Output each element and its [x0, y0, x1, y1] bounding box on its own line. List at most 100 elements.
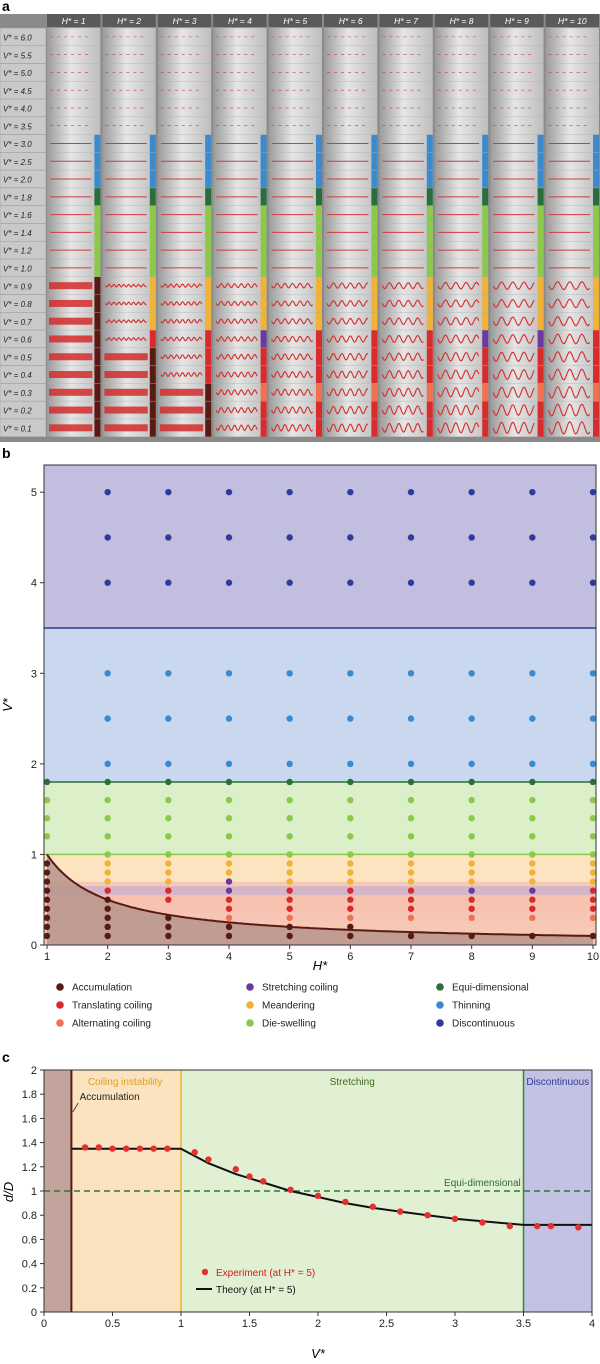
- legend-label: Discontinuous: [452, 1019, 515, 1030]
- point-thinning: [225, 670, 233, 677]
- regime-color-bar: [482, 365, 489, 384]
- regime-color-bar: [94, 365, 101, 384]
- filament-coiled: [104, 283, 147, 288]
- regime-color-bar: [537, 276, 544, 295]
- experiment-point: [150, 1145, 157, 1152]
- region-labels-c: Coiling instability Accumulation Stretchin…: [72, 1077, 589, 1113]
- regime-color-bar: [593, 383, 599, 402]
- regime-color-bar: [426, 418, 433, 437]
- point-accumulation: [165, 914, 172, 922]
- filament-coiled: [271, 353, 313, 361]
- regime-color-bar: [426, 347, 433, 366]
- filament-coiled: [271, 335, 313, 343]
- regime-color-bar: [371, 276, 378, 295]
- region-label: Accumulation: [80, 1092, 140, 1103]
- point-translating-coiling: [407, 887, 415, 894]
- regime-color-bar: [260, 170, 267, 188]
- regime-color-bar: [260, 312, 267, 331]
- regime-color-bar: [94, 205, 101, 224]
- filament-coiled: [437, 281, 480, 290]
- point-equi-dimensional: [165, 778, 172, 786]
- filament-coiled: [271, 318, 313, 325]
- point-equi-dimensional: [468, 778, 475, 786]
- regime-color-bar: [482, 294, 489, 313]
- filament-accumulation: [49, 424, 93, 432]
- regime-color-bar: [371, 401, 378, 419]
- regime-color-bar: [593, 276, 599, 295]
- y-tick-label: 1: [31, 1186, 37, 1198]
- point-equi-dimensional: [347, 778, 354, 786]
- legend-label: Translating coiling: [72, 1001, 152, 1012]
- column-header-bg: [324, 14, 378, 27]
- filament-coiled: [271, 282, 313, 289]
- experiment-point: [547, 1222, 555, 1230]
- filament-coiled: [215, 282, 258, 289]
- regime-color-bar: [593, 241, 599, 260]
- regime-color-bar: [482, 170, 489, 188]
- regime-color-bar: [593, 259, 599, 277]
- regime-color-bar: [260, 365, 267, 384]
- regime-color-bar: [260, 223, 267, 242]
- point-accumulation: [589, 932, 597, 940]
- filament-coiled: [381, 405, 424, 416]
- point-thinning: [165, 715, 172, 722]
- point-translating-coiling: [407, 905, 415, 912]
- panel-b-label: b: [2, 445, 11, 461]
- filament-coiled: [160, 336, 203, 342]
- regime-color-bar: [94, 187, 101, 206]
- regime-color-bar: [537, 205, 544, 224]
- experiment-point: [479, 1219, 486, 1226]
- regime-points: [43, 488, 597, 940]
- legend-marker: [56, 1019, 64, 1027]
- x-tick-label: 2.5: [379, 1318, 394, 1330]
- point-discontinuous: [407, 534, 415, 541]
- column-header: H* = 8: [450, 16, 474, 26]
- point-translating-coiling: [468, 896, 475, 903]
- region-label: Coiling instability: [88, 1077, 162, 1088]
- y-tick-label: 1.8: [22, 1089, 37, 1101]
- point-die-swelling: [468, 815, 475, 822]
- row-label: V* = 4.5: [3, 87, 32, 96]
- point-equi-dimensional: [529, 778, 536, 786]
- filament-coiled: [215, 371, 258, 378]
- column-headers: H* = 1 H* = 2 H* = 3 H* = 4 H* = 5 H* = 6 H* =…: [47, 14, 599, 27]
- regime-color-bar: [149, 134, 156, 153]
- filament-coiled: [160, 371, 203, 378]
- experiment-point: [109, 1145, 116, 1152]
- point-discontinuous: [347, 488, 354, 496]
- filament-coiled: [492, 316, 535, 326]
- regime-color-bar: [316, 312, 322, 331]
- x-tick-label: 5: [287, 951, 293, 963]
- regime-color-bar: [537, 418, 544, 437]
- point-translating-coiling: [468, 905, 475, 912]
- regime-color-bar: [149, 259, 156, 277]
- point-equi-dimensional: [589, 778, 597, 786]
- point-accumulation: [286, 932, 293, 940]
- point-thinning: [468, 670, 475, 677]
- point-die-swelling: [529, 796, 536, 804]
- point-stretching-coiling: [468, 887, 475, 894]
- point-translating-coiling: [589, 896, 597, 903]
- filament-coiled: [548, 333, 591, 345]
- regime-color-bar: [593, 134, 599, 153]
- column-header-bg: [47, 14, 101, 27]
- regime-color-bar: [482, 401, 489, 419]
- point-thinning: [286, 760, 293, 768]
- regime-color-bar: [149, 170, 156, 188]
- point-die-swelling: [43, 833, 51, 840]
- y-tick-label: 0.8: [22, 1210, 37, 1222]
- x-tick-label: 4: [226, 951, 232, 963]
- regime-color-bar: [426, 276, 433, 295]
- row-label-bg: [0, 418, 47, 437]
- point-discontinuous: [104, 534, 111, 541]
- row-label: V* = 2.5: [3, 158, 32, 167]
- experiment-point: [369, 1203, 376, 1210]
- filament-coiled: [548, 281, 591, 291]
- legend-label: Thinning: [452, 1001, 490, 1012]
- regime-color-bar: [371, 347, 378, 366]
- legend-label: Alternating coiling: [72, 1019, 151, 1030]
- point-discontinuous: [165, 488, 172, 496]
- point-die-swelling: [347, 815, 354, 822]
- experiment-point: [575, 1224, 582, 1231]
- point-meandering: [165, 869, 172, 876]
